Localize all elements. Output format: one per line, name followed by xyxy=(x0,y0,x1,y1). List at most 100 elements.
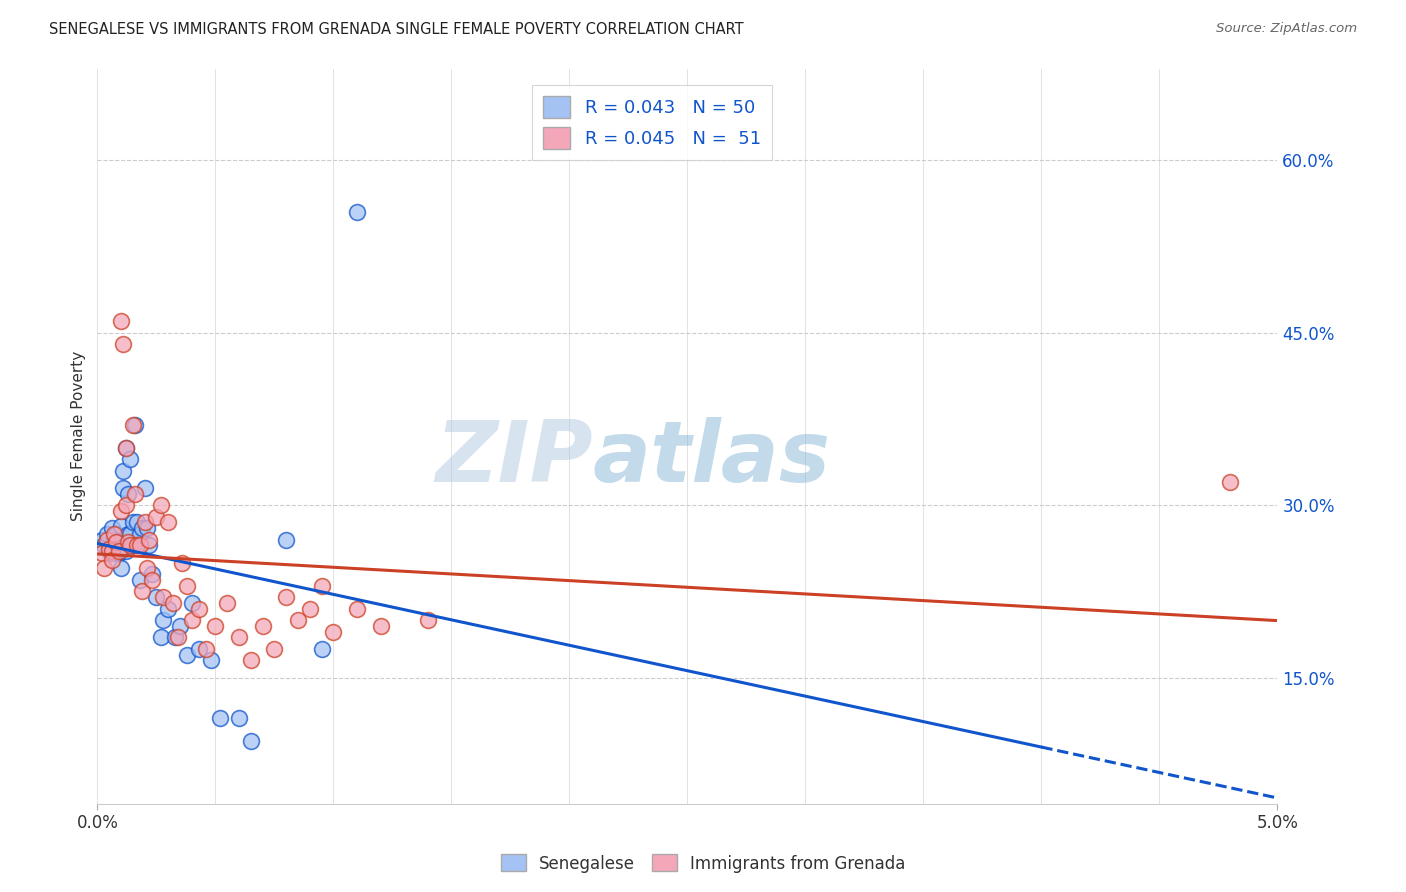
Point xyxy=(152,590,174,604)
Point xyxy=(93,561,115,575)
Point xyxy=(209,711,232,725)
Point xyxy=(141,573,163,587)
Point xyxy=(172,556,194,570)
Point xyxy=(166,631,188,645)
Point xyxy=(187,601,209,615)
Point xyxy=(128,538,150,552)
Point xyxy=(120,527,142,541)
Point xyxy=(114,498,136,512)
Point xyxy=(120,452,142,467)
Point xyxy=(110,533,132,547)
Point xyxy=(135,521,157,535)
Point xyxy=(322,624,344,639)
Point xyxy=(138,533,160,547)
Point xyxy=(416,613,439,627)
Point xyxy=(107,546,129,560)
Point xyxy=(135,561,157,575)
Point xyxy=(138,538,160,552)
Point xyxy=(128,527,150,541)
Point xyxy=(103,533,125,547)
Point xyxy=(180,613,202,627)
Point xyxy=(120,538,142,552)
Point xyxy=(110,561,132,575)
Point xyxy=(121,516,143,530)
Point xyxy=(121,538,143,552)
Point xyxy=(117,535,139,549)
Point xyxy=(105,535,128,549)
Point xyxy=(157,601,180,615)
Point xyxy=(114,544,136,558)
Point xyxy=(128,573,150,587)
Point xyxy=(105,541,128,555)
Point xyxy=(98,541,121,556)
Point xyxy=(110,504,132,518)
Point xyxy=(145,590,167,604)
Point xyxy=(96,527,118,541)
Point xyxy=(112,337,135,351)
Point xyxy=(98,544,121,558)
Point xyxy=(114,441,136,455)
Point xyxy=(276,533,298,547)
Point xyxy=(176,648,198,662)
Point xyxy=(110,519,132,533)
Point xyxy=(100,553,122,567)
Point xyxy=(124,417,146,432)
Text: Source: ZipAtlas.com: Source: ZipAtlas.com xyxy=(1216,22,1357,36)
Point xyxy=(112,464,135,478)
Point xyxy=(127,516,149,530)
Point xyxy=(276,590,298,604)
Point xyxy=(117,486,139,500)
Point xyxy=(346,601,368,615)
Point xyxy=(162,596,184,610)
Text: SENEGALESE VS IMMIGRANTS FROM GRENADA SINGLE FEMALE POVERTY CORRELATION CHART: SENEGALESE VS IMMIGRANTS FROM GRENADA SI… xyxy=(49,22,744,37)
Point xyxy=(217,596,239,610)
Point xyxy=(93,538,115,552)
Point xyxy=(157,516,180,530)
Legend: R = 0.043   N = 50, R = 0.045   N =  51: R = 0.043 N = 50, R = 0.045 N = 51 xyxy=(533,85,772,160)
Point xyxy=(187,641,209,656)
Point xyxy=(141,567,163,582)
Point xyxy=(145,509,167,524)
Point xyxy=(311,641,333,656)
Point xyxy=(127,538,149,552)
Point xyxy=(107,535,129,549)
Point xyxy=(110,314,132,328)
Point xyxy=(311,579,333,593)
Legend: Senegalese, Immigrants from Grenada: Senegalese, Immigrants from Grenada xyxy=(494,847,912,880)
Point xyxy=(91,533,114,547)
Y-axis label: Single Female Poverty: Single Female Poverty xyxy=(72,351,86,522)
Point xyxy=(150,498,173,512)
Point xyxy=(124,486,146,500)
Point xyxy=(176,579,198,593)
Point xyxy=(180,596,202,610)
Point xyxy=(134,481,156,495)
Point xyxy=(298,601,321,615)
Point xyxy=(239,653,262,667)
Point xyxy=(100,544,122,558)
Point xyxy=(152,613,174,627)
Point xyxy=(370,619,392,633)
Point xyxy=(200,653,222,667)
Point xyxy=(1219,475,1241,490)
Point xyxy=(131,584,153,599)
Point xyxy=(263,641,285,656)
Point xyxy=(228,711,250,725)
Point xyxy=(117,527,139,541)
Point xyxy=(91,546,114,560)
Point xyxy=(96,533,118,547)
Point xyxy=(131,521,153,535)
Point xyxy=(287,613,309,627)
Point xyxy=(100,521,122,535)
Point xyxy=(169,619,191,633)
Point xyxy=(150,631,173,645)
Point xyxy=(252,619,274,633)
Point xyxy=(114,441,136,455)
Point xyxy=(103,527,125,541)
Point xyxy=(204,619,226,633)
Point xyxy=(239,733,262,747)
Point xyxy=(121,417,143,432)
Point xyxy=(228,631,250,645)
Text: atlas: atlas xyxy=(593,417,831,500)
Point xyxy=(346,205,368,219)
Point xyxy=(165,631,187,645)
